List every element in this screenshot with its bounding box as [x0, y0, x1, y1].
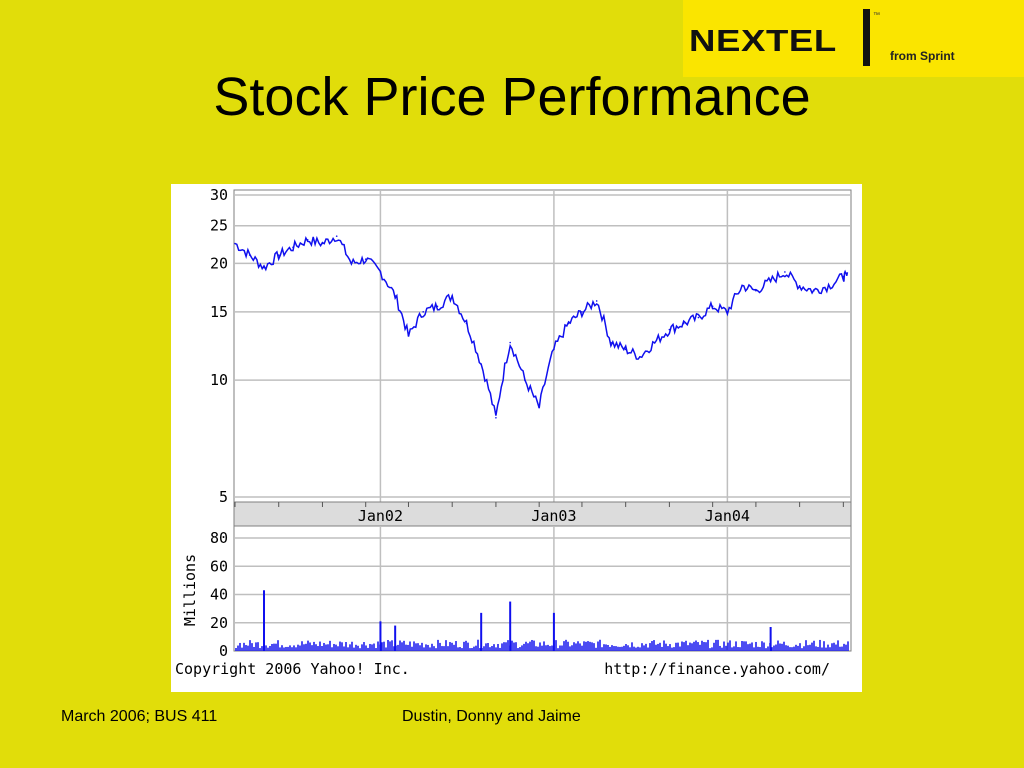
- price-point: [827, 285, 830, 287]
- x-tick-label: Jan04: [705, 507, 750, 525]
- chart-source-url[interactable]: http://finance.yahoo.com/: [604, 660, 830, 678]
- volume-y-tick-label: 80: [210, 529, 228, 547]
- price-point: [394, 294, 396, 297]
- logo-brand: NEXTEL: [689, 23, 837, 58]
- price-point: [465, 322, 468, 325]
- price-point: [842, 275, 845, 278]
- chart-copyright: Copyright 2006 Yahoo! Inc.: [175, 660, 410, 678]
- price-point: [653, 341, 656, 344]
- price-point: [610, 341, 612, 344]
- stock-chart: 30 25 20 15 10 5 Jan02 Jan03 Jan04 80 60 40 20 0 Mi…: [171, 184, 862, 692]
- price-point: [350, 262, 353, 265]
- price-point: [277, 254, 280, 256]
- price-point: [364, 258, 367, 260]
- x-tick-label: Jan03: [531, 507, 576, 525]
- price-point: [480, 363, 482, 365]
- price-series-line: [234, 235, 849, 416]
- price-point: [755, 289, 757, 292]
- price-y-tick-label: 15: [210, 303, 228, 321]
- price-point: [711, 305, 714, 308]
- price-point: [292, 246, 294, 249]
- price-point: [553, 348, 555, 351]
- price-point: [624, 348, 627, 351]
- price-point: [538, 406, 540, 409]
- price-point: [798, 285, 801, 287]
- price-point: [741, 285, 743, 287]
- price-point: [451, 294, 453, 297]
- volume-plot-area: [233, 525, 852, 652]
- price-point: [639, 355, 641, 358]
- price-point: [335, 235, 338, 237]
- price-point: [263, 266, 265, 269]
- price-plot-area: [233, 189, 852, 503]
- price-point: [321, 242, 324, 245]
- price-point: [769, 280, 772, 282]
- x-tick-label: Jan02: [358, 507, 403, 525]
- page-title: Stock Price Performance: [213, 67, 811, 127]
- price-y-tick-label: 20: [210, 254, 228, 272]
- volume-y-tick-label: 20: [210, 614, 228, 632]
- price-point: [248, 254, 251, 256]
- price-point: [234, 242, 236, 245]
- price-point: [306, 238, 309, 241]
- price-point: [595, 300, 598, 302]
- nextel-logo: NEXTEL ™ from Sprint: [683, 0, 1024, 77]
- volume-y-tick-label: 40: [210, 586, 228, 604]
- price-point: [726, 311, 729, 313]
- price-point: [784, 271, 786, 273]
- price-point: [668, 328, 671, 331]
- logo-tagline: from Sprint: [890, 49, 955, 63]
- price-point: [524, 379, 526, 381]
- footer-center: Dustin, Donny and Jaime: [402, 708, 581, 725]
- price-point: [379, 271, 382, 273]
- volume-y-tick-label: 60: [210, 557, 228, 575]
- price-point: [495, 416, 497, 419]
- price-point: [407, 335, 410, 337]
- price-point: [697, 316, 700, 319]
- logo-trademark: ™: [873, 12, 880, 19]
- price-point: [813, 289, 815, 292]
- price-y-tick-label: 10: [210, 371, 228, 389]
- stock-chart-svg: 30 25 20 15 10 5 Jan02 Jan03 Jan04 80 60 40 20 0 Mi…: [175, 186, 852, 678]
- logo-divider: [863, 9, 870, 66]
- price-point: [422, 311, 425, 313]
- date-axis-band: [233, 501, 852, 527]
- footer-left: March 2006; BUS 411: [61, 708, 218, 725]
- price-point: [581, 311, 583, 313]
- price-point: [509, 341, 511, 344]
- price-y-tick-label: 25: [210, 217, 228, 235]
- price-point: [436, 305, 439, 308]
- price-y-tick-label: 5: [219, 488, 228, 506]
- price-point: [682, 322, 685, 325]
- price-y-tick-label: 30: [210, 186, 228, 204]
- volume-y-tick-label: 0: [219, 642, 228, 660]
- volume-axis-label: Millions: [181, 554, 199, 626]
- price-point: [567, 322, 570, 325]
